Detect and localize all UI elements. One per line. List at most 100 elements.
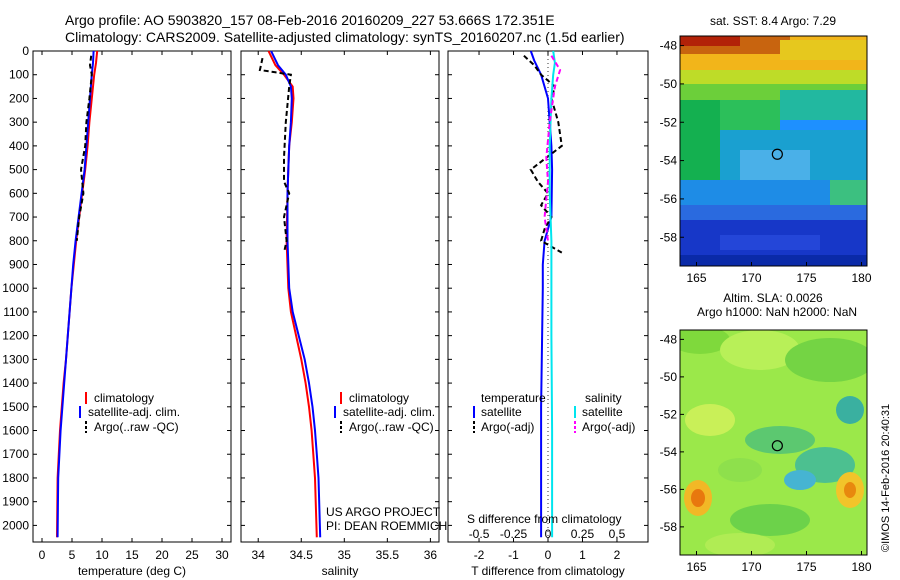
legend-climatology: climatology	[94, 391, 154, 405]
x-tick-label: 170	[741, 560, 761, 574]
y-tick-label: 200	[9, 91, 29, 105]
y-tick-label: -54	[660, 154, 678, 168]
y-tick-label: 1700	[2, 447, 29, 461]
sla-title: Altim. SLA: 0.0026	[723, 291, 823, 305]
legend-sal-satellite: satellite	[582, 405, 623, 419]
x-tick-label: 30	[215, 548, 229, 562]
series-line	[267, 50, 318, 538]
sst-map: sat. SST: 8.4 Argo: 7.29 165 170 175 180 -48…	[660, 14, 872, 285]
x-tick-label: 20	[155, 548, 169, 562]
x-tick-label: 34	[252, 548, 266, 562]
x-axis-label: temperature (deg C)	[78, 564, 186, 578]
x-tick-label: -1	[508, 548, 519, 562]
x-tick-label: 34.5	[290, 548, 314, 562]
series-line	[529, 50, 554, 538]
x-tick-label: 170	[741, 271, 761, 285]
project-label: US ARGO PROJECT	[326, 505, 441, 519]
temperature-legend: climatology satellite-adj. clim. Argo(..…	[79, 391, 180, 434]
salinity-panel: 34 34.5 35 35.5 36 salinity	[240, 50, 440, 578]
series-line	[56, 50, 95, 538]
y-tick-label: -56	[660, 192, 678, 206]
y-tick-label: 1200	[2, 329, 29, 343]
top-tick-label: -0.5	[469, 527, 490, 541]
x-tick-label: 175	[796, 560, 816, 574]
y-tick-label: -48	[660, 39, 678, 53]
y-tick-label: 1800	[2, 471, 29, 485]
legend-argo: Argo(..raw -QC)	[94, 420, 179, 434]
argo-location-marker	[771, 148, 783, 160]
series-line	[523, 54, 563, 254]
y-tick-label: 900	[9, 257, 29, 271]
y-tick-label: -58	[660, 520, 678, 534]
x-tick-label: 15	[125, 548, 139, 562]
y-tick-label: 1300	[2, 352, 29, 366]
x-tick-label: 165	[686, 560, 706, 574]
plot-frame	[447, 50, 649, 543]
x-tick-label: 165	[686, 271, 706, 285]
s-difference-label: S difference from climatology	[467, 512, 622, 526]
legend-sal-argo: Argo(-adj)	[582, 420, 635, 434]
y-tick-label: 600	[9, 186, 29, 200]
y-tick-label: 800	[9, 234, 29, 248]
y-tick-label: 1600	[2, 424, 29, 438]
series-line	[543, 55, 562, 241]
temperature-panel: 0100200300400500600700800900100011001200…	[2, 44, 232, 578]
legend-group-temperature: temperature	[481, 391, 546, 405]
salinity-diff-ticks: -0.5 -0.25 0 0.25 0.5	[469, 527, 626, 541]
y-tick-label: -56	[660, 482, 678, 496]
x-tick-label: 25	[185, 548, 199, 562]
x-tick-label: 0	[39, 548, 46, 562]
sla-map: Altim. SLA: 0.0026 Argo h1000: NaN h2000…	[660, 291, 872, 574]
header-line-1: Argo profile: AO 5903820_157 08-Feb-2016…	[65, 12, 555, 28]
y-tick-label: -50	[660, 370, 678, 384]
series-line	[270, 50, 322, 538]
y-tick-label: -52	[660, 407, 678, 421]
y-tick-label: -48	[660, 332, 678, 346]
imos-credit: ©IMOS 14-Feb-2016 20:40:31	[880, 404, 892, 552]
top-tick-label: 0.25	[571, 527, 595, 541]
y-tick-label: 1100	[3, 305, 29, 319]
pi-label: PI: DEAN ROEMMICH	[326, 519, 447, 533]
x-tick-label: 35	[338, 548, 352, 562]
series-line	[548, 50, 556, 538]
x-tick-label: 180	[851, 560, 871, 574]
x-tick-label: 1	[579, 548, 586, 562]
legend-temp-argo: Argo(-adj)	[481, 420, 534, 434]
x-tick-label: 36	[424, 548, 438, 562]
series-line	[56, 50, 99, 538]
top-tick-label: -0.25	[500, 527, 528, 541]
top-tick-label: 0	[545, 527, 552, 541]
y-tick-label: 2000	[2, 518, 29, 532]
y-tick-label: 0	[22, 44, 29, 58]
x-axis-label: salinity	[322, 564, 359, 578]
argo-location-marker	[771, 440, 783, 452]
y-tick-label: 1400	[2, 376, 29, 390]
difference-legend: temperature salinity satellite Argo(-adj…	[473, 391, 635, 434]
y-tick-label: -58	[660, 230, 678, 244]
y-tick-label: 700	[9, 210, 29, 224]
salinity-legend: climatology satellite-adj. clim. Argo(..…	[334, 391, 435, 434]
y-tick-label: -50	[660, 77, 678, 91]
series-line	[258, 57, 293, 253]
difference-panel: -2 -1 0 1 2 T difference from climatology	[447, 50, 649, 578]
x-tick-label: 0	[545, 548, 552, 562]
y-tick-label: 100	[9, 68, 29, 82]
y-tick-label: -52	[660, 115, 678, 129]
legend-satellite: satellite-adj. clim.	[88, 405, 180, 419]
x-tick-label: 10	[95, 548, 109, 562]
header-line-2: Climatology: CARS2009. Satellite-adjuste…	[65, 29, 625, 45]
x-tick-label: 180	[851, 271, 871, 285]
x-tick-label: 175	[796, 271, 816, 285]
legend-satellite: satellite-adj. clim.	[343, 405, 435, 419]
x-tick-label: 5	[69, 548, 76, 562]
y-tick-label: 400	[9, 139, 29, 153]
legend-climatology: climatology	[349, 391, 409, 405]
x-tick-label: 35.5	[376, 548, 400, 562]
y-tick-label: 1000	[2, 281, 29, 295]
y-tick-label: 1500	[2, 400, 29, 414]
y-tick-label: 500	[9, 163, 29, 177]
top-tick-label: 0.5	[609, 527, 626, 541]
x-tick-label: -2	[474, 548, 485, 562]
legend-temp-satellite: satellite	[481, 405, 522, 419]
